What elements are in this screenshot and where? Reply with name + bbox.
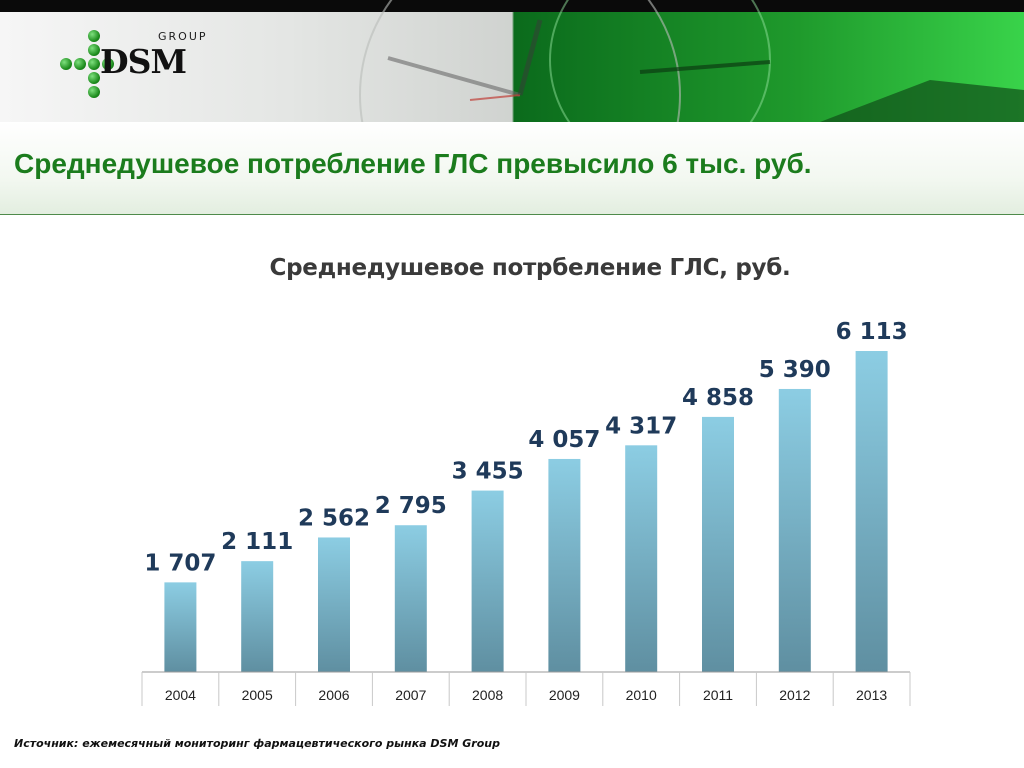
bar-2010	[625, 445, 658, 672]
logo-dot	[60, 58, 72, 70]
tick-label-2004: 2004	[165, 687, 196, 703]
logo-dot	[88, 86, 100, 98]
data-label-2008: 3 455	[452, 459, 524, 485]
bar-2007	[394, 525, 427, 672]
data-label-2007: 2 795	[375, 493, 447, 519]
bar-2013	[855, 351, 888, 672]
bar-2012	[778, 388, 811, 672]
tick-label-2005: 2005	[242, 687, 273, 703]
bar-2006	[318, 537, 350, 672]
logo-dot	[74, 58, 86, 70]
chart-title: Среднедушевое потрбеление ГЛС, руб.	[269, 255, 791, 281]
tick-label-2011: 2011	[703, 687, 733, 703]
logo-brand-text: DSM	[100, 42, 187, 81]
tick-label-2013: 2013	[856, 687, 887, 703]
data-label-2005: 2 111	[221, 529, 293, 555]
tick-label-2009: 2009	[549, 687, 580, 703]
bar-2008	[471, 490, 504, 672]
data-label-2011: 4 858	[682, 385, 754, 411]
logo-dot	[88, 44, 100, 56]
tick-label-2012: 2012	[779, 687, 810, 703]
tick-label-2010: 2010	[626, 687, 657, 703]
dsm-group-logo: GROUP DSM	[56, 28, 206, 104]
logo-group-text: GROUP	[158, 30, 208, 43]
header-banner: GROUP DSM	[0, 0, 1024, 122]
clock-background-image	[359, 0, 1024, 122]
data-label-2013: 6 113	[836, 319, 908, 345]
x-axis: 2004 2005 2006 2007 2008 2009 2010 2011 2012 2013	[141, 671, 911, 706]
bar-2011	[702, 416, 734, 672]
header-top-bar	[0, 0, 1024, 12]
source-note: Источник: ежемесячный мониторинг фармаце…	[14, 737, 500, 750]
logo-dot	[88, 58, 100, 70]
data-label-2012: 5 390	[759, 357, 831, 383]
logo-dot	[102, 58, 114, 70]
title-band: Среднедушевое потребление ГЛС превысило …	[0, 122, 1024, 215]
tick-label-2006: 2006	[318, 687, 349, 703]
data-label-2009: 4 057	[528, 427, 600, 453]
bar-2009	[548, 458, 581, 672]
bar-2004	[164, 582, 197, 672]
page-title: Среднедушевое потребление ГЛС превысило …	[14, 148, 812, 179]
tick-label-2007: 2007	[395, 687, 426, 703]
logo-dot	[88, 72, 100, 84]
data-label-2004: 1 707	[144, 550, 216, 576]
data-label-2010: 4 317	[605, 413, 677, 439]
bar-2005	[241, 561, 274, 672]
logo-dot	[88, 30, 100, 42]
tick-label-2008: 2008	[472, 687, 503, 703]
data-label-2006: 2 562	[298, 505, 370, 531]
bar-series	[164, 351, 888, 672]
